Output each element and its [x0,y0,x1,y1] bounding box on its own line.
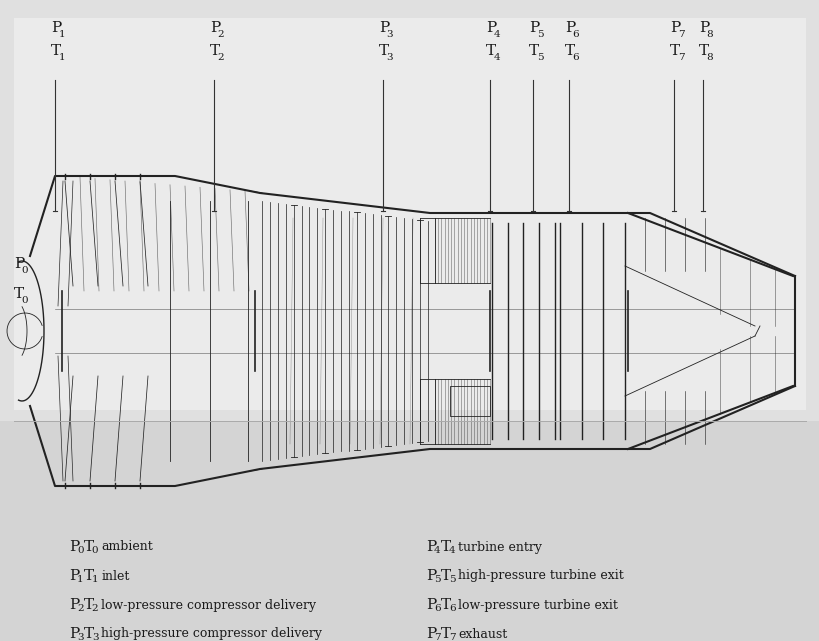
Text: T: T [378,44,389,58]
Text: 5: 5 [536,29,543,38]
Text: T: T [84,627,94,641]
Text: T: T [441,598,450,612]
Text: 6: 6 [572,53,578,62]
Text: T: T [564,44,574,58]
Text: 3: 3 [77,633,84,641]
Text: P: P [69,540,79,554]
Text: T: T [51,44,61,58]
Text: T: T [441,540,450,554]
Text: 4: 4 [493,53,500,62]
Text: 0: 0 [77,546,84,555]
Text: 1: 1 [77,575,84,584]
Text: T: T [84,598,94,612]
Text: T: T [441,569,450,583]
Text: 2: 2 [92,604,98,613]
Text: P: P [698,21,708,35]
Text: 0: 0 [21,266,29,275]
Text: P: P [669,21,680,35]
Text: high-pressure turbine exit: high-pressure turbine exit [458,569,623,583]
Bar [14,18,805,410]
Text: T: T [669,44,679,58]
Text: P: P [426,540,436,554]
Text: 2: 2 [77,604,84,613]
Text: T: T [441,627,450,641]
Text: ambient: ambient [102,540,153,553]
Text: P: P [486,21,495,35]
Text: 7: 7 [433,633,440,641]
Text: exhaust: exhaust [458,628,507,640]
Text: low-pressure turbine exit: low-pressure turbine exit [458,599,618,612]
Text: T: T [84,569,94,583]
Text: P: P [426,598,436,612]
Text: 6: 6 [433,604,440,613]
Text: 5: 5 [448,575,455,584]
Text: high-pressure compressor delivery: high-pressure compressor delivery [102,628,322,640]
Text: 4: 4 [448,546,455,555]
Text: P: P [51,21,61,35]
Text: P: P [210,21,220,35]
Bar [450,386,490,416]
Text: P: P [528,21,539,35]
Text: 5: 5 [536,53,543,62]
Text: P: P [564,21,575,35]
Text: P: P [378,21,389,35]
Text: T: T [14,287,24,301]
Text: 4: 4 [493,29,500,38]
Text: P: P [69,627,79,641]
Bar [0,421,819,641]
Text: P: P [69,598,79,612]
Text: 6: 6 [448,604,455,613]
Text: 1: 1 [92,575,98,584]
Text: low-pressure compressor delivery: low-pressure compressor delivery [102,599,316,612]
Text: T: T [210,44,219,58]
Text: 0: 0 [21,296,29,304]
Text: 3: 3 [387,53,393,62]
Text: 4: 4 [433,546,440,555]
Text: 8: 8 [706,29,713,38]
Text: T: T [698,44,708,58]
Text: 2: 2 [217,53,224,62]
Text: T: T [528,44,538,58]
Text: 7: 7 [676,29,684,38]
Text: inlet: inlet [102,569,129,583]
Text: turbine entry: turbine entry [458,540,542,553]
Text: P: P [426,627,436,641]
Text: 3: 3 [92,633,98,641]
Text: T: T [84,540,94,554]
Text: P: P [14,257,25,271]
Text: 1: 1 [59,29,66,38]
Text: T: T [486,44,495,58]
Text: 2: 2 [217,29,224,38]
Text: 0: 0 [92,546,98,555]
Text: 3: 3 [387,29,393,38]
Text: 8: 8 [706,53,713,62]
Text: 1: 1 [59,53,66,62]
Text: P: P [426,569,436,583]
Text: 6: 6 [572,29,578,38]
Text: 5: 5 [433,575,440,584]
Text: 7: 7 [676,53,684,62]
Text: 7: 7 [448,633,455,641]
Text: P: P [69,569,79,583]
